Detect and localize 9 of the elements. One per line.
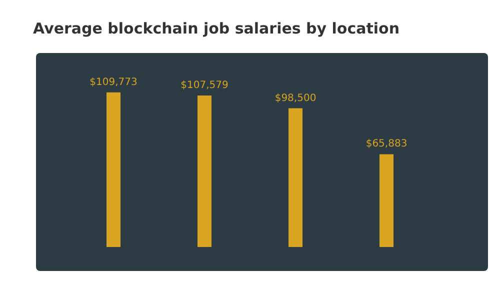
bar [198,95,212,247]
data-label: $65,883 [366,138,408,150]
bar [288,108,302,247]
data-label: $98,500 [274,92,316,104]
data-label: $107,579 [180,80,228,91]
chart-title: Average blockchain job salaries by location [33,20,400,38]
bar [380,154,394,247]
bar [106,92,120,247]
data-label: $109,773 [90,76,138,88]
